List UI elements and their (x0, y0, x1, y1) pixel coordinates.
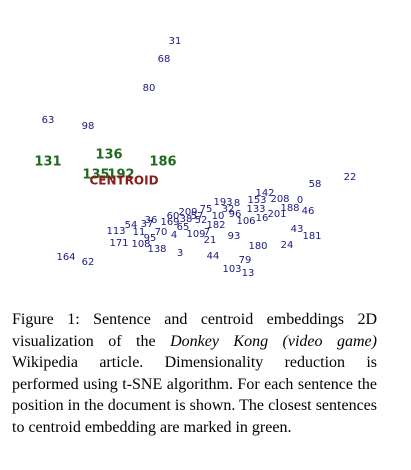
sentence-point-70: 70 (155, 227, 168, 238)
sentence-point-98: 98 (82, 121, 95, 132)
sentence-point-193: 193 (213, 197, 232, 208)
sentence-point-44: 44 (207, 251, 220, 262)
sentence-point-164: 164 (56, 252, 75, 263)
sentence-point-75: 75 (200, 204, 213, 215)
caption-article-title: Donkey Kong (video game) (170, 332, 377, 350)
sentence-point-32: 32 (222, 204, 235, 215)
sentence-point-109: 109 (186, 229, 205, 240)
sentence-point-0: 0 (297, 195, 303, 206)
sentence-point-8: 8 (234, 198, 240, 209)
sentence-point-180: 180 (248, 241, 267, 252)
sentence-point-96: 96 (229, 209, 242, 220)
sentence-point-209: 209 (178, 207, 197, 218)
sentence-point-208: 208 (270, 194, 289, 205)
sentence-point-188: 188 (280, 203, 299, 214)
sentence-point-113: 113 (106, 226, 125, 237)
sentence-point-79: 79 (239, 255, 252, 266)
sentence-point-3: 3 (177, 248, 183, 259)
sentence-point-10: 10 (212, 211, 225, 222)
sentence-point-38: 38 (180, 214, 193, 225)
sentence-point-57: 57 (191, 211, 204, 222)
sentence-point-106: 106 (236, 216, 255, 227)
sentence-point-54: 54 (125, 220, 138, 231)
sentence-point-181: 181 (302, 231, 321, 242)
sentence-point-24: 24 (281, 240, 294, 251)
sentence-point-36: 36 (145, 215, 158, 226)
closest-sentence-point-186: 186 (149, 155, 176, 170)
sentence-point-95: 95 (144, 233, 157, 244)
sentence-point-31: 31 (169, 36, 182, 47)
figure-caption: Figure 1: Sentence and centroid embeddin… (12, 309, 377, 438)
caption-prefix: Figure 1: Sentence and centroid embeddin… (12, 311, 377, 350)
sentence-point-52: 52 (195, 215, 208, 226)
sentence-point-153: 153 (247, 195, 266, 206)
closest-sentence-point-131: 131 (34, 155, 61, 170)
sentence-point-13: 13 (242, 268, 255, 279)
sentence-point-37: 37 (141, 219, 154, 230)
sentence-point-133: 133 (246, 204, 265, 215)
sentence-point-80: 80 (143, 83, 156, 94)
sentence-point-4: 4 (171, 230, 177, 241)
sentence-point-16: 16 (256, 213, 269, 224)
sentence-point-103: 103 (222, 264, 241, 275)
sentence-point-46: 46 (302, 206, 315, 217)
sentence-point-201: 201 (267, 209, 286, 220)
sentence-point-93: 93 (228, 231, 241, 242)
sentence-point-43: 43 (291, 224, 304, 235)
sentence-point-63: 63 (42, 115, 55, 126)
sentence-point-169: 169 (160, 217, 179, 228)
closest-sentence-point-136: 136 (95, 148, 122, 163)
sentence-point-22: 22 (344, 172, 357, 183)
sentence-point-11: 11 (133, 227, 146, 238)
closest-sentence-point-192: 192 (107, 168, 134, 183)
sentence-point-138: 138 (147, 244, 166, 255)
sentence-point-58: 58 (309, 179, 322, 190)
sentence-point-142: 142 (255, 188, 274, 199)
sentence-point-68: 68 (158, 54, 171, 65)
sentence-point-65: 65 (177, 222, 190, 233)
sentence-point-60: 60 (167, 211, 180, 222)
centroid-point-centroid: CENTROID (89, 174, 158, 188)
caption-suffix: Wikipedia article. Dimensionality reduct… (12, 354, 377, 436)
sentence-point-182: 182 (206, 220, 225, 231)
sentence-point-171: 171 (109, 238, 128, 249)
sentence-point-62: 62 (82, 257, 95, 268)
sentence-point-7: 7 (204, 227, 210, 238)
sentence-point-108: 108 (131, 239, 150, 250)
sentence-point-21: 21 (204, 235, 217, 246)
closest-sentence-point-135: 135 (82, 168, 109, 183)
